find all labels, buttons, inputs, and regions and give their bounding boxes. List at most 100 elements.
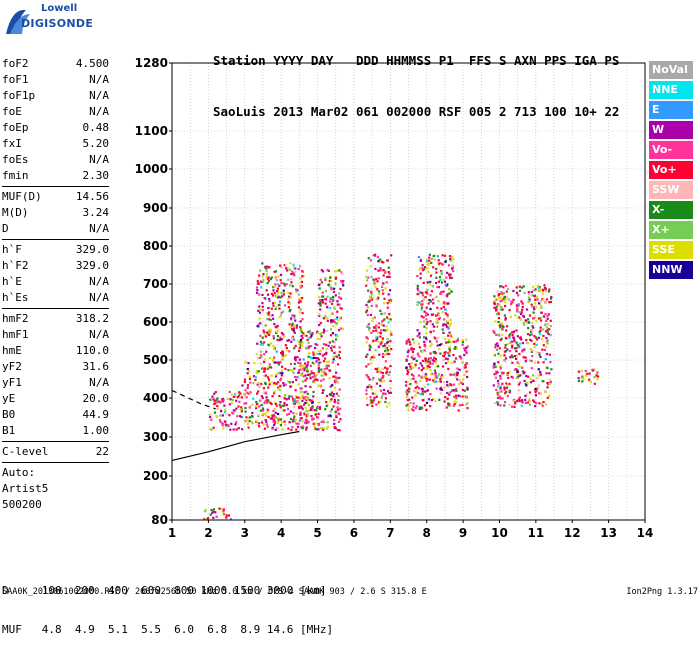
echo-point: [315, 428, 318, 431]
echo-point: [263, 427, 266, 430]
echo-point: [318, 407, 321, 410]
echo-point: [498, 304, 501, 307]
echo-point: [267, 293, 270, 296]
echo-point: [582, 378, 585, 381]
echo-point: [411, 348, 414, 351]
logo-line2: DIGISONDE: [21, 17, 94, 30]
echo-point: [495, 308, 498, 311]
echo-point: [524, 401, 527, 405]
echo-point: [268, 297, 271, 301]
echo-point: [434, 371, 437, 374]
echo-point: [227, 397, 230, 400]
echo-point: [418, 332, 421, 335]
echo-point: [440, 343, 443, 346]
echo-point: [286, 269, 289, 272]
echo-point: [384, 400, 387, 404]
echo-point: [259, 356, 262, 359]
echo-point: [290, 428, 293, 432]
echo-point: [342, 284, 345, 287]
echo-point: [525, 384, 528, 387]
echo-point: [539, 355, 542, 359]
echo-point: [442, 290, 445, 293]
echo-point: [310, 415, 313, 418]
echo-point: [301, 408, 304, 411]
echo-point: [300, 343, 303, 346]
echo-point: [432, 379, 435, 382]
echo-point: [257, 370, 260, 373]
echo-point: [335, 371, 338, 374]
echo-point: [504, 304, 507, 308]
echo-point: [316, 406, 319, 410]
echo-point: [317, 412, 320, 415]
echo-point: [291, 324, 294, 327]
echo-point: [427, 302, 430, 305]
echo-point: [322, 421, 325, 424]
echo-point: [379, 268, 382, 271]
param-value: N/A: [89, 105, 109, 118]
echo-point: [299, 265, 302, 268]
echo-point: [270, 276, 273, 279]
echo-point: [466, 388, 469, 391]
echo-point: [328, 369, 331, 372]
echo-point: [297, 267, 300, 270]
echo-point: [517, 304, 520, 307]
echo-point: [501, 297, 504, 300]
echo-point: [447, 327, 450, 330]
echo-point: [276, 296, 280, 299]
param-value: 0.48: [82, 121, 110, 134]
echo-point: [415, 359, 418, 362]
echo-point: [292, 329, 295, 332]
echo-point: [411, 338, 414, 341]
echo-point: [500, 337, 503, 340]
echo-point: [365, 392, 368, 396]
echo-point: [549, 379, 552, 382]
echo-point: [448, 345, 451, 348]
echo-point: [293, 266, 296, 269]
echo-point: [434, 399, 437, 402]
echo-point: [339, 306, 342, 309]
echo-point: [381, 367, 384, 370]
echo-point: [410, 373, 414, 376]
echo-point: [263, 391, 266, 394]
param-value: 44.9: [82, 408, 110, 421]
echo-point: [269, 315, 272, 318]
echo-point: [494, 302, 497, 305]
echo-point: [273, 390, 276, 393]
echo-point: [277, 412, 280, 416]
param-row: B1 1.00: [2, 423, 109, 439]
echo-point: [537, 361, 540, 364]
echo-point: [419, 291, 422, 294]
echo-point: [330, 321, 333, 324]
echo-point: [431, 362, 434, 365]
echo-point: [329, 400, 332, 403]
echo-point: [496, 401, 499, 404]
echo-point: [412, 409, 415, 412]
echo-point: [235, 421, 238, 424]
echo-point: [337, 412, 340, 415]
echo-point: [534, 394, 537, 397]
echo-point: [333, 341, 336, 344]
echo-point: [521, 350, 524, 353]
echo-point: [247, 369, 251, 373]
echo-point: [267, 378, 270, 381]
echo-point: [435, 325, 438, 328]
echo-point: [377, 277, 380, 280]
echo-point: [265, 420, 268, 423]
param-row: hmF2 318.2: [2, 311, 109, 327]
legend-item: NoVal: [649, 61, 693, 79]
echo-point: [365, 336, 368, 339]
echo-point: [437, 259, 440, 262]
echo-point: [342, 279, 345, 283]
echo-point: [222, 397, 225, 401]
echo-point: [285, 403, 288, 406]
echo-point: [297, 422, 300, 425]
echo-point: [405, 395, 408, 399]
echo-point: [577, 377, 580, 380]
echo-point: [425, 306, 428, 309]
echo-point: [414, 365, 417, 368]
echo-point: [499, 385, 502, 388]
echo-point: [305, 365, 308, 368]
echo-point: [545, 341, 548, 344]
echo-point: [263, 331, 266, 334]
echo-point: [418, 333, 421, 336]
